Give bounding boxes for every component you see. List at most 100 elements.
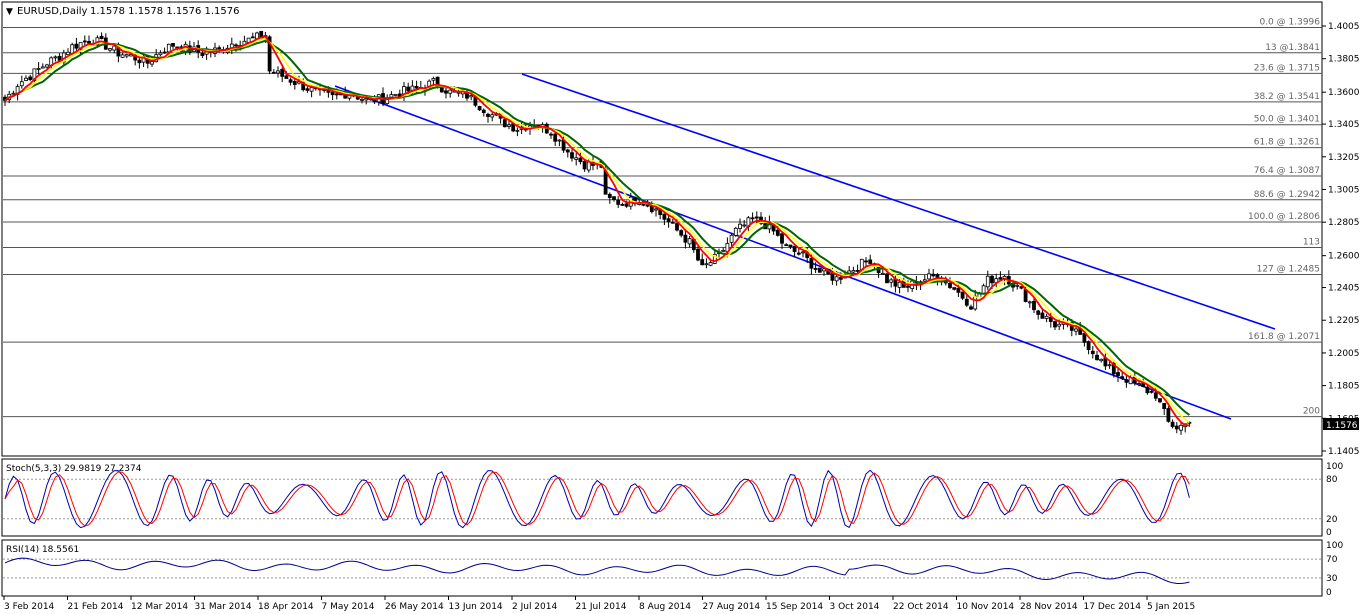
candle-body [271, 71, 276, 74]
fib-label: 100.0 @ 1.2806 [1248, 212, 1320, 222]
candle-body [855, 269, 860, 272]
candle-body [553, 133, 558, 142]
candle-body [217, 47, 222, 50]
candle-body [906, 285, 910, 288]
candle-body [99, 35, 104, 39]
x-tick-label: 27 Aug 2014 [703, 602, 761, 612]
candle-body [486, 113, 490, 117]
channel-lower-line [334, 85, 1232, 420]
stoch-signal-line [4, 471, 1190, 527]
candle-body [738, 223, 742, 229]
candle-body [53, 56, 58, 59]
candle-body [112, 45, 117, 51]
candle-body [1082, 333, 1087, 343]
candle-body [305, 88, 310, 91]
candle-body [1124, 379, 1129, 383]
stoch-main-line [4, 469, 1190, 529]
candle-body [410, 85, 415, 91]
candle-body [234, 44, 238, 47]
price-y-axis: 1.4005 1.3805 1.3600 1.3405 1.3205 1.3005 1.28… [1322, 22, 1360, 457]
candle-body [32, 68, 37, 81]
candle-body [1174, 425, 1179, 430]
candle-body [796, 252, 801, 255]
x-tick-label: 28 Nov 2014 [1020, 602, 1078, 612]
x-tick-label: 21 Jul 2014 [576, 602, 627, 612]
candle-body [502, 119, 507, 128]
candle-body [166, 43, 171, 53]
stochastic-oscillator: 100 80 20 0 [3, 462, 1343, 538]
candle-body [284, 75, 289, 79]
x-tick-label: 21 Feb 2014 [68, 602, 124, 612]
candle-body [780, 233, 784, 244]
candle-body [280, 69, 285, 77]
candle-body [124, 54, 129, 57]
candle-body [87, 41, 91, 44]
candle-body [708, 262, 713, 266]
candle-body [360, 98, 364, 101]
candle-body [696, 248, 700, 261]
candle-body [364, 98, 369, 101]
candle-body [292, 81, 297, 85]
candle-body [649, 205, 654, 213]
candle-body [1145, 386, 1150, 394]
price-channel [334, 73, 1276, 420]
fib-label: 113 [1303, 237, 1320, 247]
candle-body [74, 43, 79, 49]
x-tick-label: 3 Feb 2014 [4, 602, 55, 612]
candle-body [754, 216, 759, 219]
candle-body [616, 199, 621, 205]
y-tick-label: 1.3805 [1328, 55, 1360, 65]
candle-body [1120, 376, 1125, 379]
y-tick-label: 1.2005 [1328, 349, 1360, 359]
candle-body [750, 217, 755, 220]
candle-body [612, 196, 616, 200]
candle-body [1153, 392, 1158, 399]
fib-label: 200 [1303, 407, 1320, 417]
candle-body [729, 234, 734, 243]
candle-body [817, 267, 822, 273]
x-tick-label: 8 Aug 2014 [639, 602, 691, 612]
candle-body [1116, 372, 1120, 377]
y-tick-label: 1.2600 [1328, 252, 1360, 262]
y-tick-label: 1.3405 [1328, 120, 1360, 130]
chart-symbol: EURUSD,Daily [17, 6, 88, 17]
candle-body [137, 59, 142, 64]
candle-body [868, 259, 873, 264]
candle-body [288, 79, 293, 83]
moving-averages [4, 35, 1190, 427]
x-tick-label: 26 May 2014 [385, 602, 444, 612]
candle-body [985, 275, 990, 288]
candle-body [931, 273, 936, 277]
candle-body [662, 213, 667, 220]
candle-body [330, 91, 335, 96]
candle-body [1149, 390, 1154, 393]
candle-body [927, 273, 931, 280]
y-tick-label: 1.3205 [1328, 153, 1360, 163]
y-tick-label: 1.4005 [1328, 22, 1360, 32]
candle-body [334, 93, 339, 96]
x-tick-label: 2 Jul 2014 [512, 602, 557, 612]
candle-body [813, 268, 818, 270]
candle-body [40, 66, 45, 69]
rsi-tick-label: 70 [1326, 555, 1338, 565]
candle-body [490, 114, 495, 118]
candle-body [1032, 300, 1036, 311]
candle-body [448, 89, 453, 94]
candle-body [1040, 312, 1045, 319]
candle-body [582, 160, 587, 170]
candle-body [1090, 350, 1095, 355]
candle-body [28, 76, 33, 80]
candle-body [1048, 316, 1053, 322]
candle-body [1044, 315, 1049, 319]
candle-body [267, 36, 272, 72]
candle-body [414, 86, 419, 89]
candle-body [24, 77, 28, 81]
candle-body [969, 306, 973, 310]
candle-body [704, 263, 709, 266]
x-tick-label: 3 Oct 2014 [830, 602, 880, 612]
x-tick-label: 22 Oct 2014 [893, 602, 949, 612]
y-tick-label: 1.1805 [1328, 382, 1360, 392]
x-tick-label: 17 Dec 2014 [1084, 602, 1142, 612]
candle-body [578, 157, 583, 163]
